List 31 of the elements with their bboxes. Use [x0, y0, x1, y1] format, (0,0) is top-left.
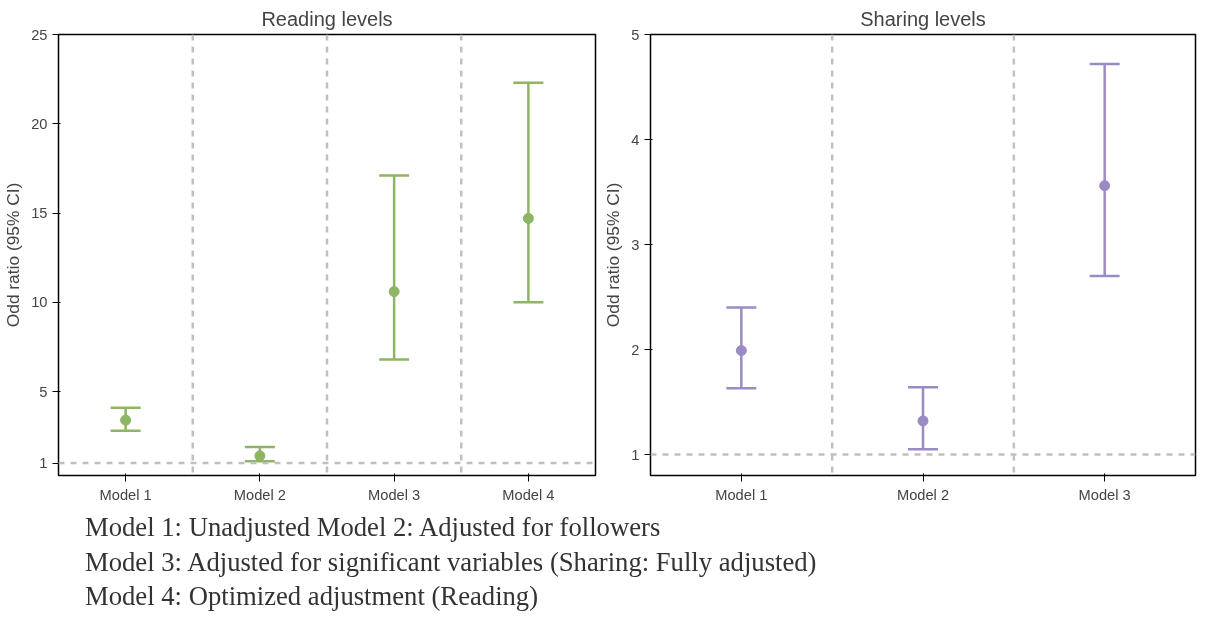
y-tick-label: 20 [31, 115, 48, 132]
y-tick-label: 4 [631, 131, 640, 148]
y-tick-label: 5 [631, 26, 640, 43]
x-tick-label: Model 2 [233, 486, 286, 503]
y-tick-label: 5 [39, 383, 48, 400]
point [522, 212, 534, 224]
text: Model 3: Adjusted for significant variables (Sharing: Fully adjusted) [85, 545, 817, 579]
text: Model 1: Unadjusted Model 2: Adjusted for followers [85, 511, 662, 544]
point [388, 286, 400, 298]
text: Model 4: Optimized adjustment (Reading) [85, 580, 540, 614]
x-tick-label: Model 4 [502, 486, 555, 503]
y-tick-label: 1 [631, 446, 640, 463]
x-tick-label: Model 1 [99, 486, 152, 503]
y-tick-label: 1 [39, 455, 48, 471]
point [917, 415, 929, 427]
y-tick-label: 25 [31, 26, 48, 43]
x-tick-label: Model 1 [715, 486, 768, 503]
y-axis-title: Odd ratio (95% CI) [603, 182, 624, 328]
y-tick-label: 10 [31, 294, 48, 311]
x-tick-label: Model 3 [368, 486, 421, 503]
point [735, 345, 747, 357]
y-tick-label: 3 [631, 236, 640, 253]
point [1099, 180, 1111, 192]
x-tick-label: Model 2 [896, 486, 950, 503]
y-tick-label: 2 [631, 341, 640, 358]
chart-title: Sharing levels [860, 7, 986, 30]
y-axis-title: Odd ratio (95% CI) [3, 182, 24, 328]
chart-title: Reading levels [261, 7, 393, 30]
point [120, 414, 132, 426]
x-tick-label: Model 3 [1078, 486, 1131, 503]
y-tick-label: 15 [31, 205, 48, 222]
